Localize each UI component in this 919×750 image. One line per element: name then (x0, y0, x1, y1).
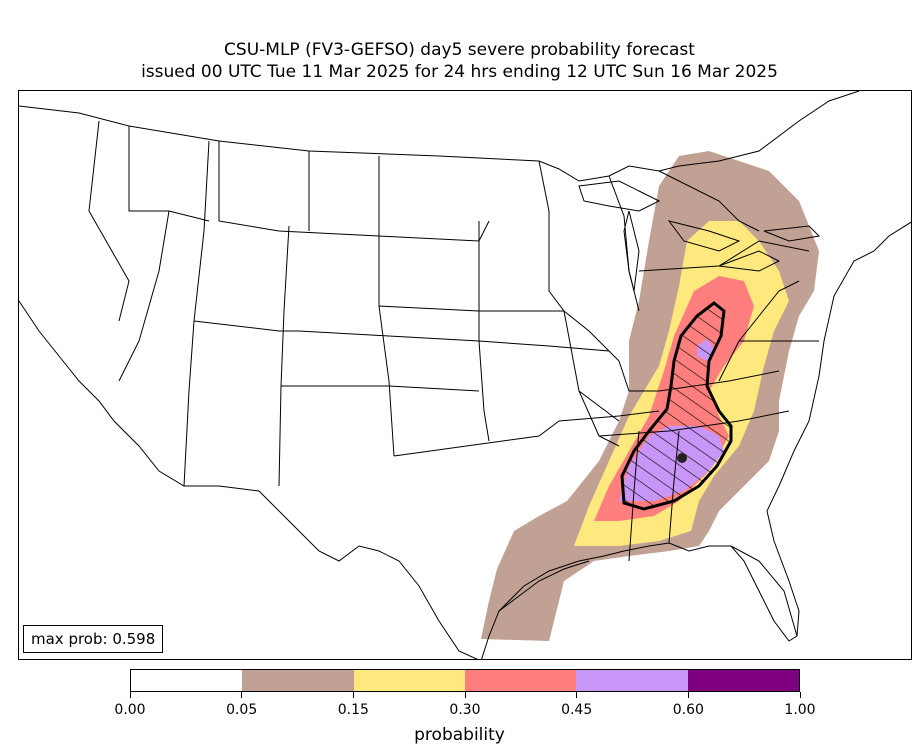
map-svg (19, 91, 911, 659)
colorbar-tick-mark (687, 692, 689, 698)
colorbar-segment-3 (464, 670, 577, 691)
colorbar-tick-label: 0.45 (561, 702, 593, 718)
colorbar-segment-2 (353, 670, 465, 691)
colorbar-segment-4 (576, 670, 688, 691)
map-title-line1: CSU-MLP (FV3-GEFSO) day5 severe probabil… (224, 40, 695, 60)
max-prob-box: max prob: 0.598 (23, 625, 164, 653)
us-outline (19, 91, 911, 659)
colorbar-tick-mark (799, 692, 801, 698)
significant-outline (620, 301, 733, 511)
boundaries (19, 91, 911, 659)
florida (730, 545, 798, 637)
colorbar-tick-label: 0.15 (337, 702, 369, 718)
colorbar-tick-label: 0.05 (226, 702, 258, 718)
colorbar-tick-label: 0.00 (114, 702, 146, 718)
colorbar-tick-mark (352, 692, 354, 698)
max-point-marker (677, 453, 687, 463)
colorbar-tick-label: 1.00 (784, 702, 816, 718)
colorbar-tick-label: 0.30 (449, 702, 481, 718)
colorbar-tick-mark (129, 692, 131, 698)
state-lines (88, 120, 819, 562)
colorbar-segment-1 (242, 670, 354, 691)
colorbar-tick-mark (241, 692, 243, 698)
map-title-line2: issued 00 UTC Tue 11 Mar 2025 for 24 hrs… (141, 62, 778, 82)
map-panel (18, 90, 912, 660)
colorbar-tick-mark (576, 692, 578, 698)
colorbar-segment-5 (687, 670, 799, 691)
colorbar-segment-0 (131, 670, 243, 691)
coastline-texas (498, 560, 590, 612)
colorbar (130, 669, 800, 692)
colorbar-tick-label: 0.60 (672, 702, 704, 718)
colorbar-label: probability (414, 725, 505, 745)
great-lakes (578, 180, 821, 292)
colorbar-tick-mark (464, 692, 466, 698)
